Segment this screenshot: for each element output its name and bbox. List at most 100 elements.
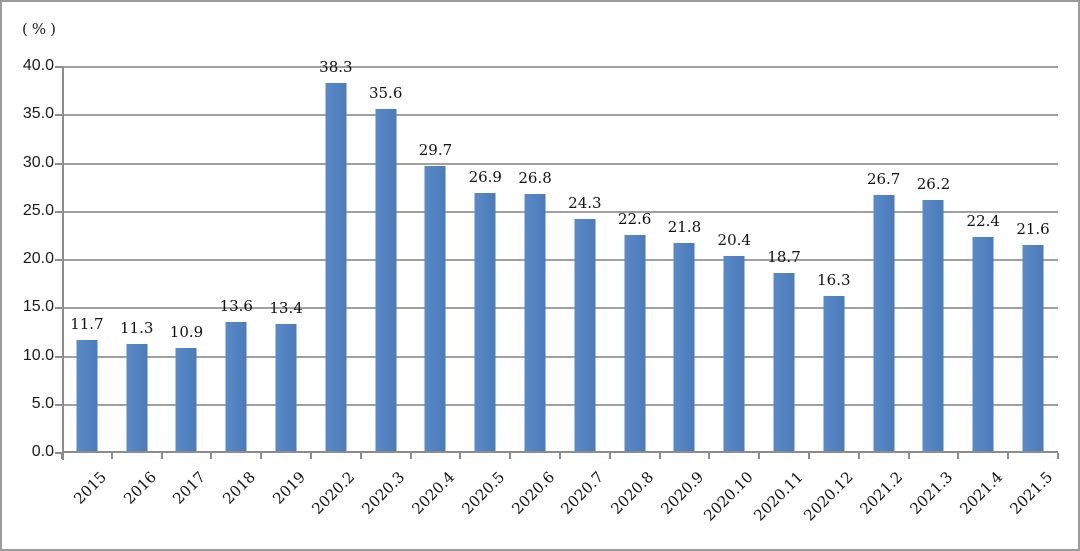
- gridline: [62, 403, 1058, 406]
- x-axis-tick: [409, 453, 412, 459]
- bar-value-label: 16.3: [817, 270, 851, 289]
- bar-slot-2017: 10.9: [162, 67, 212, 453]
- bar-value-label: 24.3: [568, 193, 602, 212]
- bar-slot-2016: 11.3: [112, 67, 162, 453]
- bar-value-label: 35.6: [368, 84, 403, 103]
- x-axis-category-label: 2016: [119, 468, 160, 508]
- y-axis-labels: 0.0 5.0 10.0 15.0 20.0 25.0 30.0 35.0 40.0: [2, 57, 56, 460]
- x-axis-tick: [260, 453, 263, 459]
- x-axis-tick: [957, 453, 960, 459]
- x-axis-category-label: 2015: [69, 468, 110, 508]
- bar-slot-2021.2: 26.7: [859, 67, 909, 453]
- x-axis-category-label: 2020.4: [408, 468, 459, 518]
- x-axis-tick: [708, 453, 711, 459]
- y-axis-line: [62, 67, 64, 460]
- y-axis-tick-label: 25.0: [22, 201, 54, 219]
- bar-value-label: 10.9: [169, 322, 204, 341]
- bar-slot-2019: 13.4: [261, 67, 311, 453]
- bar-slot-2020.4: 29.7: [411, 67, 461, 453]
- x-axis-category-label: 2017: [169, 468, 210, 508]
- x-axis-category-label: 2020.8: [607, 468, 658, 518]
- x-axis-category-label: 2018: [219, 468, 260, 508]
- bar-2021.5: [1022, 244, 1044, 453]
- bar-slot-2021.4: 22.4: [958, 67, 1008, 453]
- x-axis-tick: [608, 453, 611, 459]
- x-axis-category-label: 2021.4: [956, 468, 1007, 518]
- y-axis-tick: [55, 355, 63, 358]
- bar-value-label: 11.7: [70, 315, 104, 334]
- x-axis-category-label: 2020.7: [557, 468, 608, 518]
- gridline: [62, 114, 1058, 117]
- y-axis-tick-label: 20.0: [22, 250, 54, 267]
- bar-value-label: 26.2: [916, 175, 951, 194]
- bar-slot-2021.5: 21.6: [1008, 67, 1058, 453]
- y-axis-tick: [55, 403, 63, 406]
- bar-value-label: 13.6: [219, 296, 253, 315]
- x-axis-category-label: 2020.3: [358, 468, 409, 518]
- bar-value-label: 38.3: [319, 58, 353, 77]
- y-axis-tick-label: 35.0: [22, 105, 54, 123]
- bar-slot-2021.3: 26.2: [909, 67, 959, 453]
- x-axis-tick: [359, 453, 362, 459]
- bar-2020.5: [474, 193, 496, 453]
- bar-value-label: 11.3: [119, 318, 154, 337]
- x-axis-category-label: 2021.3: [906, 468, 957, 518]
- bar-value-label: 22.6: [617, 209, 652, 228]
- y-axis-tick-label: 30.0: [22, 153, 54, 171]
- bar-2020.3: [375, 109, 397, 453]
- bar-2020.6: [524, 194, 546, 453]
- y-axis-unit-label: (%): [22, 20, 60, 38]
- bar-slot-2015: 11.7: [62, 67, 112, 453]
- x-axis-tick: [310, 453, 312, 459]
- x-axis-tick: [857, 453, 860, 459]
- x-axis-tick: [160, 453, 163, 459]
- bar-value-label: 13.4: [269, 298, 303, 317]
- gridline: [62, 355, 1058, 358]
- bar-slot-2020.8: 22.6: [610, 67, 660, 453]
- bar-slot-2020.5: 26.9: [460, 67, 510, 453]
- bar-slot-2020.9: 21.8: [660, 67, 710, 453]
- x-axis-category-label: 2020.5: [458, 468, 509, 518]
- bar-2020.10: [723, 256, 745, 453]
- y-axis-tick: [55, 162, 63, 165]
- bar-slot-2018: 13.6: [211, 67, 261, 453]
- bar-value-label: 22.4: [966, 211, 1000, 230]
- bar-2020.11: [773, 272, 795, 453]
- x-axis-tick: [1007, 453, 1010, 459]
- x-axis-tick: [758, 453, 761, 459]
- bar-2019: [275, 323, 297, 453]
- bar-2021.2: [873, 195, 895, 453]
- bar-slot-2020.6: 26.8: [510, 67, 560, 453]
- y-axis-tick: [55, 210, 63, 213]
- y-axis-tick-label: 10.0: [22, 346, 54, 364]
- bar-value-label: 18.7: [767, 247, 801, 266]
- bar-slot-2020.3: 35.6: [361, 67, 411, 453]
- plot-area: 11.7 11.3 10.9 13.6 13.4 38.3 35.6 29.7 26.9 26.8…: [55, 58, 1059, 460]
- x-axis-tick: [559, 453, 561, 459]
- x-axis-tick: [907, 453, 910, 459]
- y-axis-tick: [55, 307, 63, 310]
- bars-layer: 11.7 11.3 10.9 13.6 13.4 38.3 35.6 29.7 26.9 26.8…: [62, 58, 1058, 453]
- x-axis-tick: [61, 453, 63, 459]
- bar-2021.3: [922, 200, 944, 453]
- x-axis-category-label: 2021.5: [1005, 468, 1056, 518]
- x-axis-category-label: 2020.11: [750, 468, 807, 525]
- x-axis-tick: [210, 453, 213, 459]
- bar-value-label: 26.8: [518, 169, 552, 188]
- gridline: [62, 259, 1058, 261]
- bar-slot-2020.10: 20.4: [709, 67, 759, 453]
- bar-value-label: 29.7: [418, 141, 453, 160]
- x-axis-tick: [1057, 453, 1059, 459]
- bar-slot-2020.12: 16.3: [809, 67, 859, 453]
- x-axis-labels: 2015 2016 2017 2018 2019 2020.2 2020.3 2020.4 20…: [62, 460, 1058, 545]
- y-axis-tick: [55, 66, 63, 68]
- x-axis-line: [62, 451, 1058, 453]
- x-axis-tick: [658, 453, 661, 459]
- y-axis-tick: [55, 259, 63, 261]
- bar-2020.4: [424, 166, 446, 453]
- bar-value-label: 20.4: [717, 231, 751, 250]
- x-axis-category-label: 2019: [269, 468, 309, 508]
- bar-2020.9: [673, 242, 695, 453]
- bar-value-label: 26.9: [468, 168, 502, 187]
